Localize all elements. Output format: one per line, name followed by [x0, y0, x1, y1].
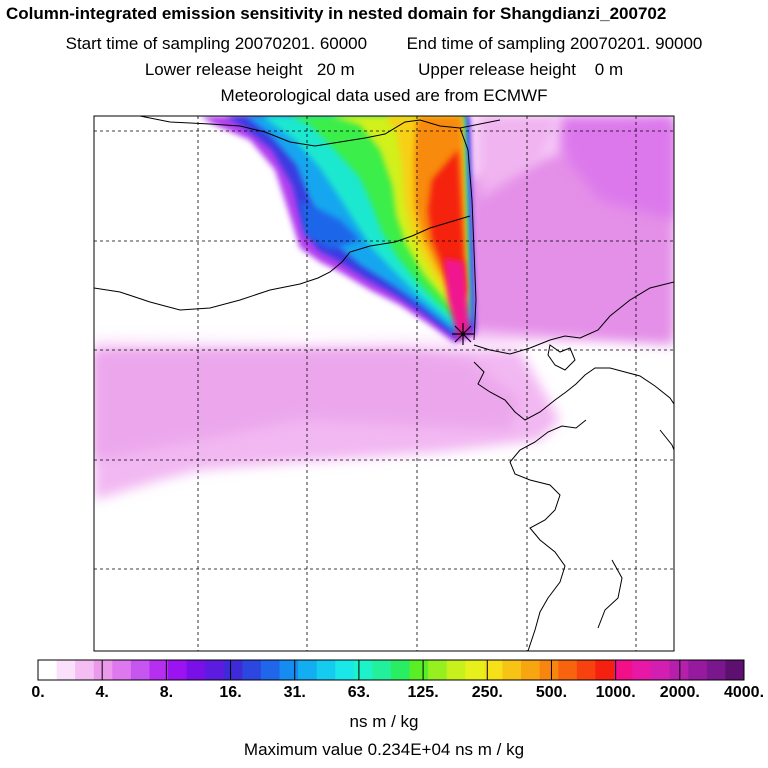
- colorbar-ticks: [37, 660, 745, 680]
- sampling-times: Start time of sampling 20070201. 60000 E…: [0, 34, 768, 54]
- colorbar-swatch: [205, 660, 225, 680]
- colorbar-swatch: [56, 660, 76, 680]
- colorbar-tick-label: 2000.: [659, 684, 700, 701]
- colorbar-swatch: [613, 660, 633, 680]
- lat-lon-grid: [94, 116, 674, 651]
- colorbar-swatch: [576, 660, 596, 680]
- colorbar-swatch: [595, 660, 615, 680]
- upper-release-label: Upper release height 0 m: [418, 60, 624, 79]
- colorbar-tick-label: 1000.: [595, 684, 636, 701]
- colorbar-swatch: [483, 660, 503, 680]
- map-title: Column-integrated emission sensitivity i…: [6, 4, 667, 23]
- colorbar-swatch: [521, 660, 541, 680]
- colorbar-swatch: [223, 660, 243, 680]
- colorbar-swatch: [465, 660, 485, 680]
- colorbar-tick-label: 500.: [535, 684, 568, 701]
- colorbar-swatch: [316, 660, 336, 680]
- colorbar-swatch: [298, 660, 318, 680]
- colorbar-tick-label: 8.: [159, 684, 174, 701]
- sensitivity-field: [94, 116, 674, 651]
- lower-release-label: Lower release height 20 m: [144, 60, 355, 79]
- colorbar-swatch: [242, 660, 262, 680]
- max-value-label: Maximum value 0.234E+04 ns m / kg: [243, 740, 525, 759]
- colorbar-tick-label: 0.: [31, 684, 45, 701]
- colorbar-tick-label: 63.: [347, 684, 371, 701]
- colorbar-swatch: [688, 660, 708, 680]
- colorbar-swatch: [112, 660, 132, 680]
- colorbar-swatch: [335, 660, 355, 680]
- colorbar-swatch: [428, 660, 448, 680]
- colorbar-tick-label: 125.: [407, 684, 439, 701]
- colorbar-swatch: [391, 660, 410, 680]
- map-frame: [93, 115, 675, 652]
- colorbar-swatch: [186, 660, 206, 680]
- colorbar-swatch: [502, 660, 522, 680]
- start-time-label: Start time of sampling 20070201. 60000: [65, 34, 368, 53]
- colorbar-swatch: [651, 660, 671, 680]
- colorbar-swatch: [260, 660, 280, 680]
- colorbar-swatch: [149, 660, 169, 680]
- receptor-star-icon: [452, 323, 474, 345]
- colorbar-tick-label: 16.: [219, 684, 242, 701]
- colorbar-swatch: [632, 660, 652, 680]
- colorbar-tick-label: 4000.: [723, 684, 765, 701]
- colorbar: [37, 659, 745, 681]
- units-label: ns m / kg: [349, 712, 419, 731]
- colorbar-tick-label: 4.: [95, 684, 109, 701]
- colorbar-swatch: [372, 660, 392, 680]
- colorbar-swatch: [38, 660, 57, 680]
- met-data-label: Meteorological data used are from ECMWF: [220, 86, 548, 105]
- colorbar-swatch: [93, 660, 113, 680]
- colorbar-swatch: [75, 660, 95, 680]
- political-boundaries: [94, 116, 674, 651]
- colorbar-swatch: [409, 660, 429, 680]
- colorbar-swatch: [725, 660, 745, 680]
- colorbar-tick-label: 31.: [283, 684, 306, 701]
- colorbar-swatch: [669, 660, 689, 680]
- colorbar-swatch: [353, 660, 373, 680]
- colorbar-tick-label: 250.: [471, 684, 503, 701]
- colorbar-swatch: [539, 660, 559, 680]
- colorbar-swatch: [558, 660, 578, 680]
- colorbar-swatch: [446, 660, 466, 680]
- colorbar-swatch: [130, 660, 150, 680]
- end-time-label: End time of sampling 20070201. 90000: [406, 34, 703, 53]
- colorbar-swatch: [168, 660, 188, 680]
- colorbar-swatch: [706, 660, 726, 680]
- release-heights: Lower release height 20 m Upper release …: [0, 60, 768, 80]
- colorbar-swatch: [279, 660, 299, 680]
